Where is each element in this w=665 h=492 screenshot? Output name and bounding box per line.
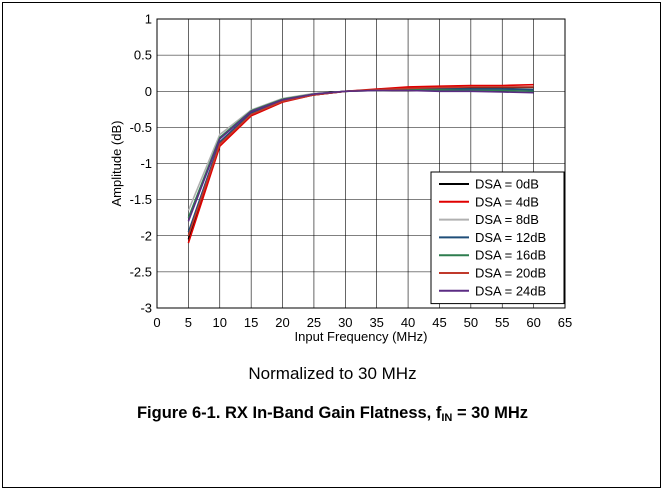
normalization-note: Normalized to 30 MHz [248, 364, 417, 383]
series-lines [187, 83, 534, 244]
x-tick-label: 50 [464, 315, 478, 330]
y-tick-label: -0.5 [130, 120, 152, 135]
x-tick-label: 0 [153, 315, 160, 330]
x-tick-label: 65 [558, 315, 572, 330]
legend-label: DSA = 12dB [475, 230, 546, 245]
y-tick-label: 0.5 [134, 48, 152, 63]
x-tick-label: 40 [401, 315, 415, 330]
legend-label: DSA = 4dB [475, 194, 539, 209]
x-tick-label: 60 [526, 315, 540, 330]
caption-suffix: = 30 MHz [452, 404, 529, 422]
y-tick-label: 0 [145, 84, 152, 99]
x-tick-label: 25 [307, 315, 321, 330]
x-tick-label: 15 [244, 315, 258, 330]
x-tick-label: 55 [495, 315, 509, 330]
legend-label: DSA = 20dB [475, 266, 546, 281]
y-tick-label: -1.5 [130, 192, 152, 207]
caption-subscript: IN [441, 412, 453, 424]
x-tick-label: 35 [369, 315, 383, 330]
x-tick-label: 10 [213, 315, 227, 330]
x-tick-label: 20 [275, 315, 289, 330]
x-tick-label: 5 [185, 315, 192, 330]
series-line [187, 89, 534, 222]
figure-frame [2, 2, 661, 488]
caption-prefix: Figure 6-1. RX In-Band Gain Flatness, f [136, 404, 442, 422]
plot-border [156, 18, 566, 309]
x-tick-label: 30 [338, 315, 352, 330]
y-tick-label: -1 [140, 156, 152, 171]
gain-flatness-chart: 0 5 10 15 20 25 30 35 40 45 50 55 60 65 1 0.5 0 -0.5 -1 -1.… [109, 12, 573, 345]
y-tick-label: -2 [140, 228, 152, 243]
legend-label: DSA = 0dB [475, 177, 539, 192]
figure-caption: Figure 6-1. RX In-Band Gain Flatness, fI… [0, 404, 665, 424]
legend-label: DSA = 24dB [475, 283, 546, 298]
y-tick-label: -3 [140, 301, 152, 316]
tick-labels: 0 5 10 15 20 25 30 35 40 45 50 55 60 65 1 0.5 0 -0.5 -1 -1.… [130, 12, 573, 331]
x-tick-label: 45 [432, 315, 446, 330]
x-axis-label: Input Frequency (MHz) [295, 329, 428, 344]
y-tick-label: -2.5 [130, 264, 152, 279]
legend: DSA = 0dB DSA = 4dB DSA = 8dB DSA = 12dB DSA… [430, 171, 565, 305]
legend-label: DSA = 16dB [475, 248, 546, 263]
y-tick-label: 1 [145, 12, 152, 27]
legend-label: DSA = 8dB [475, 212, 539, 227]
y-axis-label: Amplitude (dB) [109, 121, 124, 207]
